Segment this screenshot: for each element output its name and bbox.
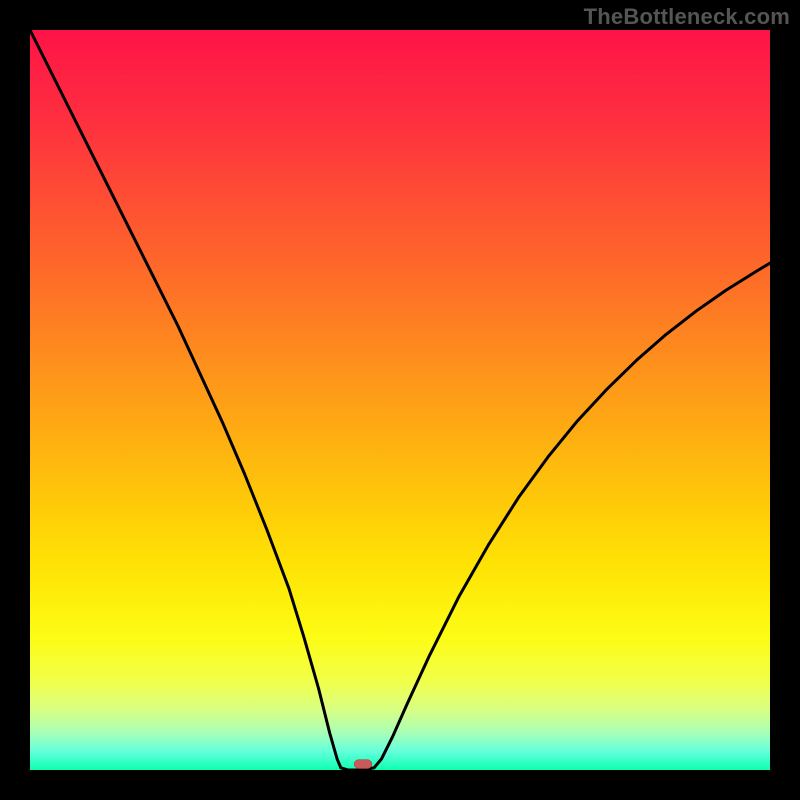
minimum-marker [354, 760, 372, 769]
plot-background [30, 30, 770, 770]
chart-container: TheBottleneck.com [0, 0, 800, 800]
watermark-text: TheBottleneck.com [584, 4, 790, 30]
bottleneck-chart [0, 0, 800, 800]
